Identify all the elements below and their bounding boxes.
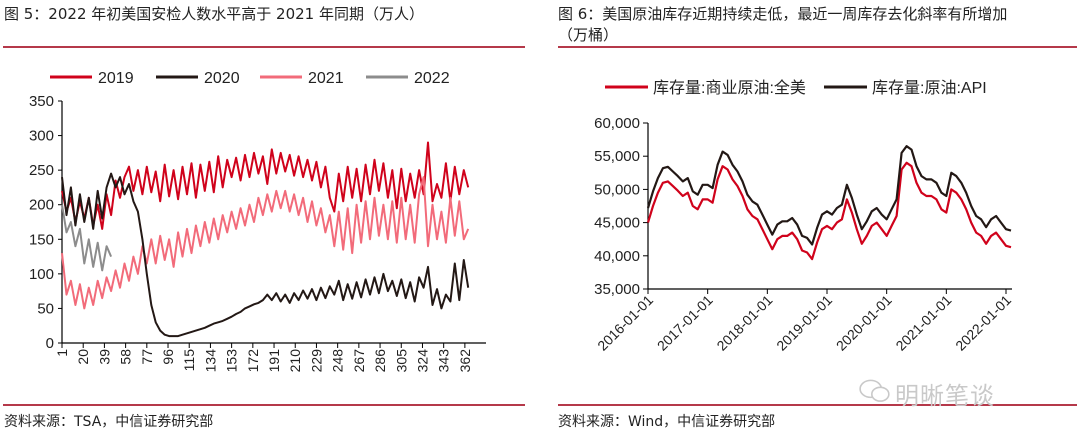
left-x-tick-label: 229 — [308, 349, 324, 373]
left-x-tick-label: 115 — [181, 349, 197, 372]
left-y-tick-label: 150 — [29, 231, 54, 248]
right-x-tick-label: 2017-01-01 — [654, 292, 716, 354]
left-x-tick-label: 20 — [75, 349, 91, 365]
right-x-tick-label: 2021-01-01 — [892, 292, 954, 354]
left-y-tick-label: 0 — [46, 335, 54, 352]
right-legend-label-0: 库存量:商业原油:全美 — [653, 79, 806, 97]
left-x-tick-label: 1 — [54, 349, 70, 357]
left-source: 资料来源：TSA，中信证券研究部 — [4, 414, 214, 430]
left-series-line-2019 — [61, 141, 470, 230]
right-series-line-0 — [646, 161, 1012, 261]
left-chart-title: 图 5：2022 年初美国安检人数水平高于 2021 年同期（万人） — [4, 5, 424, 23]
left-x-tick-label: 134 — [202, 349, 218, 373]
left-x-tick-label: 39 — [96, 349, 112, 365]
right-legend-label-1: 库存量:原油:API — [872, 79, 987, 97]
left-x-tick-label: 267 — [351, 349, 367, 373]
right-source: 资料来源：Wind，中信证券研究部 — [558, 414, 776, 430]
left-series-line-2021 — [61, 176, 470, 310]
right-x-tick-label: 2018-01-01 — [713, 292, 775, 354]
right-y-tick-label: 60,000 — [594, 115, 640, 132]
left-y-tick-label: 50 — [37, 300, 54, 317]
right-x-tick-label: 2019-01-01 — [773, 292, 835, 354]
left-x-tick-label: 77 — [139, 349, 155, 365]
left-x-tick-label: 153 — [224, 349, 240, 373]
left-x-tick-label: 286 — [372, 349, 388, 373]
left-title-divider — [3, 46, 525, 48]
left-x-tick-label: 305 — [393, 349, 409, 373]
left-x-tick-label: 362 — [457, 349, 473, 373]
right-source-divider — [558, 404, 1077, 406]
left-x-tick-label: 96 — [160, 349, 176, 365]
right-y-tick-label: 50,000 — [594, 181, 640, 198]
left-x-tick-label: 324 — [414, 349, 430, 373]
left-source-divider — [3, 404, 525, 406]
right-y-tick-label: 35,000 — [594, 281, 640, 298]
right-x-tick-label: 2022-01-01 — [952, 292, 1014, 354]
left-y-tick-label: 350 — [29, 93, 54, 110]
left-series-line-2020 — [61, 172, 470, 338]
right-y-tick-label: 45,000 — [594, 215, 640, 232]
left-y-tick-label: 300 — [29, 128, 54, 145]
right-x-tick-label: 2016-01-01 — [594, 292, 656, 354]
left-y-tick-label: 250 — [29, 162, 54, 179]
left-legend-label-2020: 2020 — [204, 70, 240, 87]
wechat-icon — [859, 379, 890, 402]
left-x-tick-label: 58 — [118, 349, 134, 365]
left-x-tick-label: 172 — [245, 349, 261, 373]
left-x-tick-label: 210 — [287, 349, 303, 373]
left-legend-label-2019: 2019 — [98, 70, 134, 87]
right-title-divider — [558, 46, 1077, 48]
right-x-tick-label: 2020-01-01 — [833, 292, 895, 354]
right-chart-title-line1: 图 6：美国原油库存近期持续走低，最近一周库存去化斜率有所增加 — [558, 5, 1008, 23]
left-x-tick-label: 248 — [330, 349, 346, 373]
left-series-line-2022 — [61, 204, 113, 272]
left-legend-label-2021: 2021 — [308, 70, 344, 87]
left-y-tick-label: 200 — [29, 197, 54, 214]
right-y-tick-label: 55,000 — [594, 148, 640, 165]
right-chart-title-line2: （万桶） — [558, 26, 619, 44]
left-x-tick-label: 191 — [266, 349, 282, 373]
right-y-tick-label: 40,000 — [594, 248, 640, 265]
left-x-tick-label: 343 — [436, 349, 452, 373]
watermark: 明晰笔谈 — [895, 382, 995, 410]
left-y-tick-label: 100 — [29, 266, 54, 283]
left-legend-label-2022: 2022 — [414, 70, 450, 87]
right-series-line-1 — [646, 145, 1012, 246]
